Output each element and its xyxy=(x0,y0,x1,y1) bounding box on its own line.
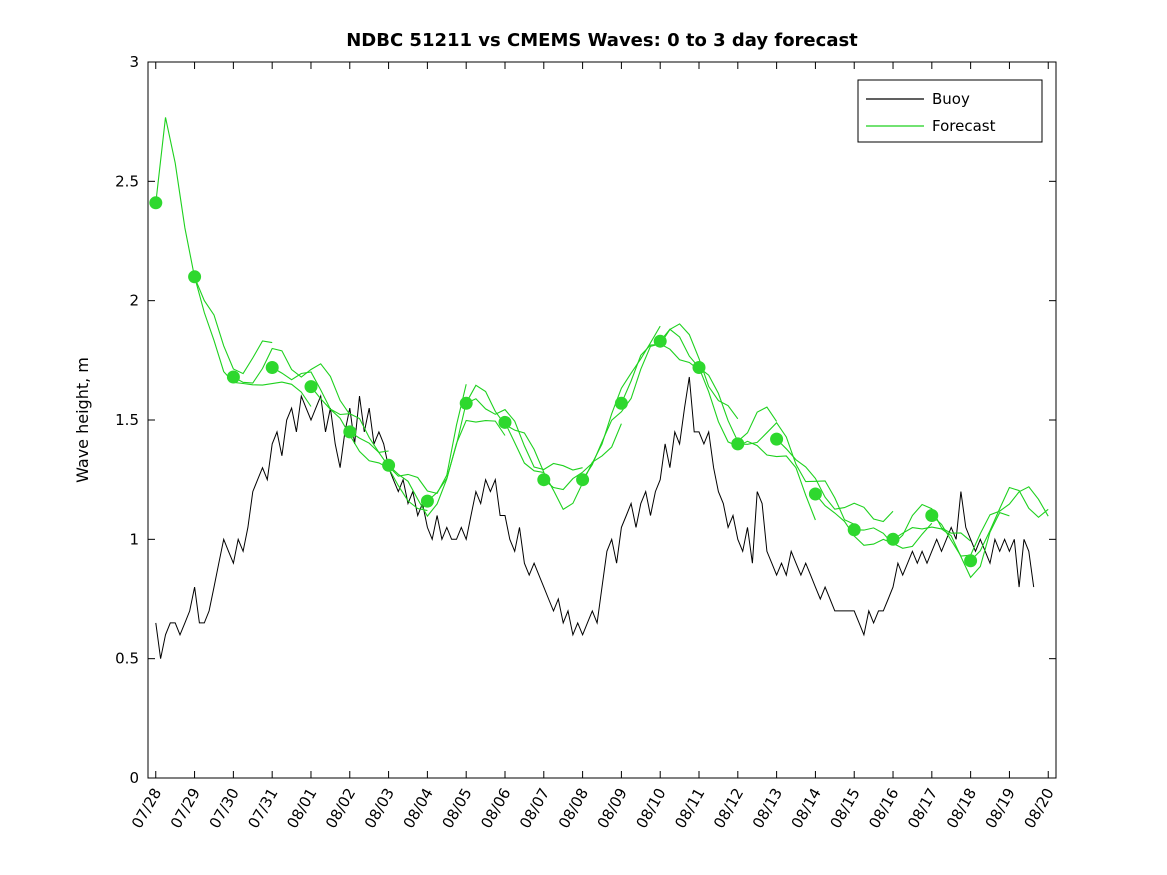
forecast-run-line xyxy=(155,117,273,375)
buoy-series-layer xyxy=(155,376,1035,659)
x-tick-label: 07/30 xyxy=(206,785,243,831)
forecast-marker-dot xyxy=(498,415,512,429)
y-tick-label: 1.5 xyxy=(115,411,139,429)
x-tick-label: 08/11 xyxy=(671,785,708,831)
forecast-run-line xyxy=(620,323,739,420)
legend-buoy-label: Buoy xyxy=(932,90,970,108)
forecast-marker-dot xyxy=(226,370,240,384)
x-tick-label: 08/09 xyxy=(594,785,631,831)
forecast-run-line xyxy=(543,325,661,491)
forecast-run-line xyxy=(582,343,700,480)
forecast-run-line xyxy=(388,419,506,518)
forecast-run-line xyxy=(310,386,428,512)
forecast-run-line xyxy=(698,367,816,521)
x-tick-label: 08/03 xyxy=(361,785,398,831)
legend-forecast-label: Forecast xyxy=(932,117,996,135)
forecast-marker-dot xyxy=(847,523,861,537)
y-tick-label: 0.5 xyxy=(115,650,139,668)
legend-box xyxy=(857,79,1043,143)
x-tick-label: 07/31 xyxy=(244,785,281,831)
forecast-marker-dot xyxy=(537,473,551,487)
x-tick-label: 08/15 xyxy=(826,785,863,831)
legend: Buoy Forecast xyxy=(857,79,1043,143)
forecast-run-line xyxy=(504,422,622,511)
axes-ticks-layer: 07/28 07/29 07/30 07/31 08/01 08/02 08/03 08/04… xyxy=(115,53,1058,831)
forecast-marker-dot xyxy=(382,458,396,472)
forecast-marker-dot xyxy=(731,437,745,451)
forecast-run-line xyxy=(194,276,312,407)
forecast-run-line xyxy=(854,503,971,546)
forecast-run-line xyxy=(892,511,1010,579)
forecast-run-line xyxy=(659,328,778,443)
forecast-marker-dot xyxy=(925,509,939,522)
forecast-run-line xyxy=(427,384,545,502)
forecast-run-line xyxy=(931,486,1049,557)
x-tick-label: 08/06 xyxy=(477,785,514,831)
forecast-marker-dot xyxy=(964,554,978,568)
forecast-marker-dot xyxy=(808,487,822,501)
chart-title: NDBC 51211 vs CMEMS Waves: 0 to 3 day fo… xyxy=(346,30,858,51)
y-tick-label: 1 xyxy=(129,530,139,548)
x-tick-label: 08/01 xyxy=(283,785,320,831)
forecast-run-line xyxy=(349,384,467,495)
x-tick-label: 08/08 xyxy=(555,785,592,831)
forecast-marker-dot xyxy=(459,396,473,410)
forecast-run-line xyxy=(776,438,894,523)
forecast-marker-dot xyxy=(653,334,667,348)
x-tick-label: 08/17 xyxy=(904,785,941,831)
x-tick-label: 07/28 xyxy=(128,785,165,831)
y-tick-label: 3 xyxy=(129,53,139,71)
forecast-run-line xyxy=(970,486,1049,562)
forecast-marker-dot xyxy=(770,432,784,446)
forecast-marker-dot xyxy=(265,361,279,374)
forecast-run-line xyxy=(737,421,855,525)
forecast-marker-dot xyxy=(614,396,628,410)
x-tick-label: 08/10 xyxy=(632,785,669,831)
y-tick-label: 0 xyxy=(129,769,139,787)
x-tick-label: 08/12 xyxy=(710,785,747,831)
forecast-run-line xyxy=(814,493,933,549)
x-tick-label: 08/07 xyxy=(516,785,553,831)
forecast-marker-dot xyxy=(420,494,434,508)
x-tick-label: 08/13 xyxy=(749,785,786,831)
y-tick-label: 2 xyxy=(129,292,139,310)
x-tick-label: 07/29 xyxy=(167,785,204,831)
forecast-run-line xyxy=(465,398,583,471)
y-axis-label: Wave height, m xyxy=(73,357,92,483)
forecast-marker-dot xyxy=(886,532,900,546)
x-tick-label: 08/19 xyxy=(982,785,1019,831)
forecast-marker-dot xyxy=(343,425,357,439)
forecast-marker-dot xyxy=(692,361,706,374)
axes-frame xyxy=(147,61,1057,779)
y-tick-label: 2.5 xyxy=(115,172,139,190)
forecast-marker-dot xyxy=(576,473,590,487)
forecast-marker-dot xyxy=(304,380,318,394)
x-tick-label: 08/04 xyxy=(400,785,437,831)
forecast-marker-dot xyxy=(188,270,202,284)
x-tick-label: 08/16 xyxy=(865,785,902,831)
x-tick-label: 08/05 xyxy=(438,785,475,831)
forecast-run-line xyxy=(233,347,351,415)
buoy-series-line xyxy=(155,376,1035,659)
forecast-runs-layer xyxy=(155,117,1049,579)
forecast-markers-layer xyxy=(149,196,978,568)
x-tick-label: 08/20 xyxy=(1020,785,1057,831)
x-tick-label: 08/18 xyxy=(943,785,980,831)
forecast-marker-dot xyxy=(149,196,163,210)
x-tick-label: 08/02 xyxy=(322,785,359,831)
x-tick-label: 08/14 xyxy=(788,785,825,831)
